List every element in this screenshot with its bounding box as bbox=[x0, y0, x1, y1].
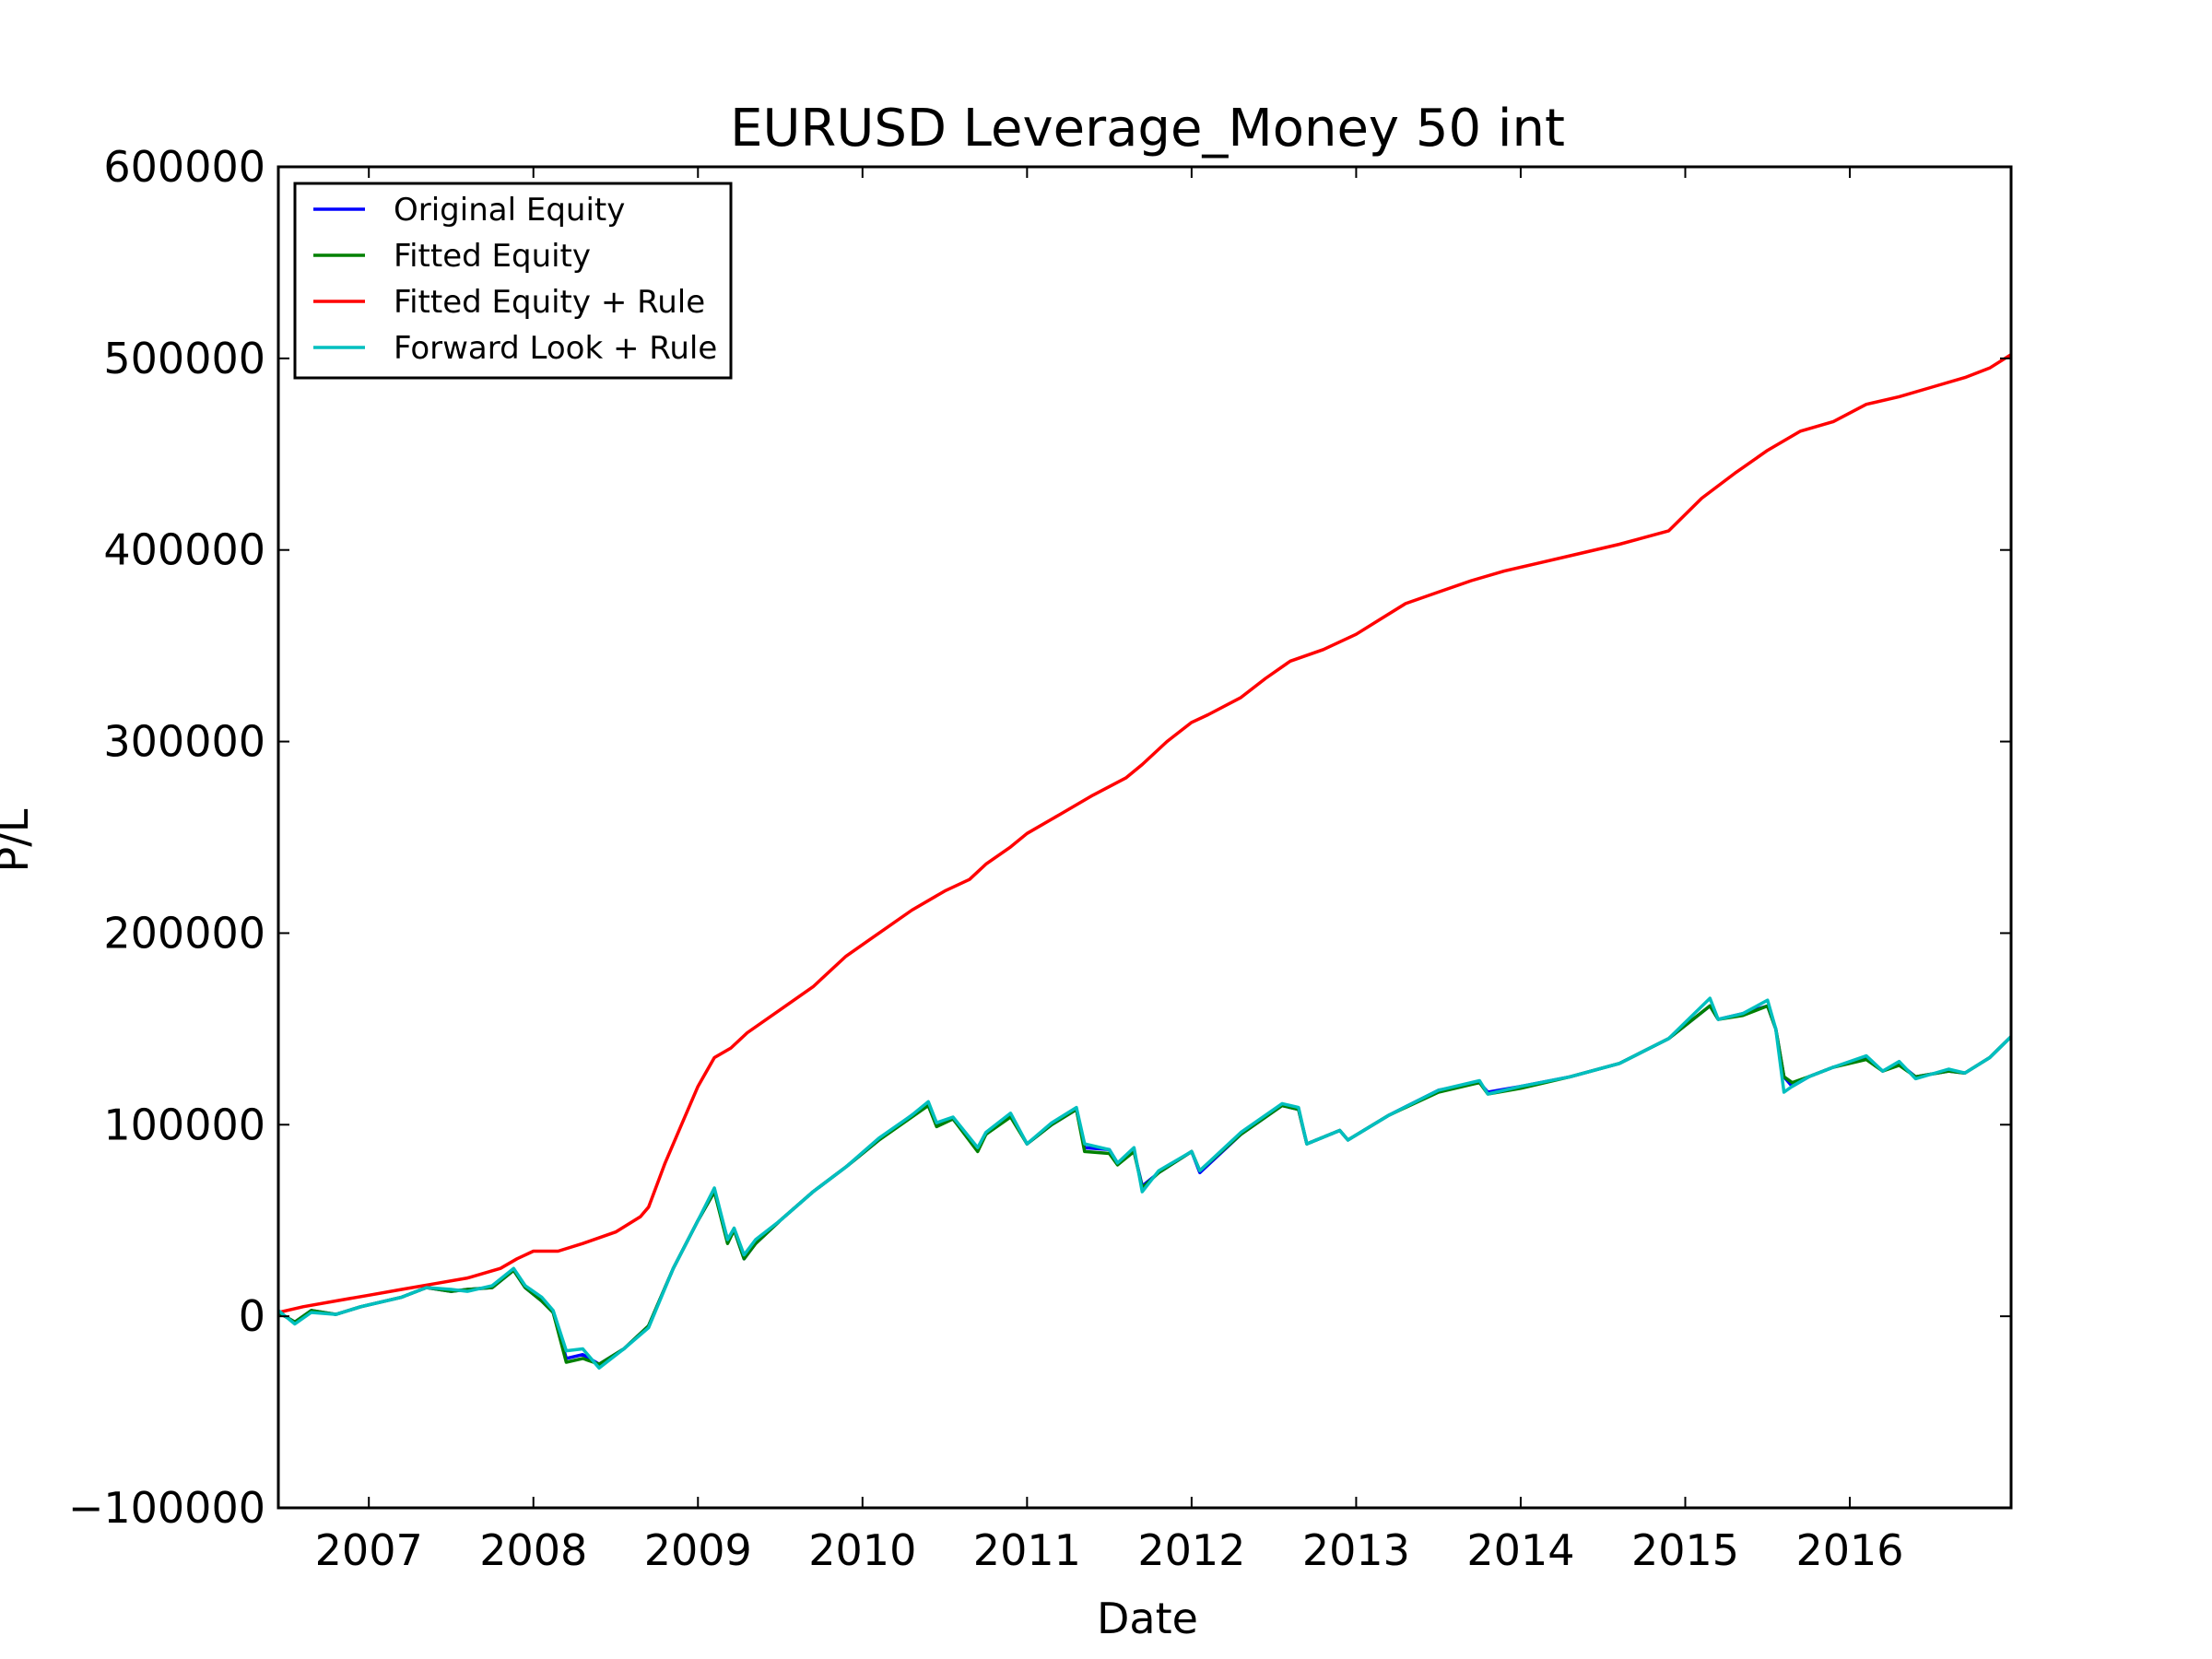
plot-axes bbox=[276, 165, 2013, 1510]
tick-labels: 2007 2008 2009 2010 2011 2012 2013 2014 2015 2016… bbox=[68, 142, 1904, 1575]
x-tick-label: 2009 bbox=[644, 1525, 752, 1575]
legend: Original Equity Fitted Equity Fitted Equit… bbox=[293, 182, 733, 380]
x-tick-label: 2011 bbox=[973, 1525, 1081, 1575]
legend-label: Forward Look + Rule bbox=[394, 330, 717, 367]
series-line-3 bbox=[278, 353, 2011, 1314]
x-tick-label: 2016 bbox=[1795, 1525, 1903, 1575]
y-tick-label: 600000 bbox=[103, 142, 265, 192]
chart-title: EURUSD Leverage_Money 50 int bbox=[730, 99, 1565, 159]
x-tick-label: 2008 bbox=[479, 1525, 587, 1575]
x-tick-label: 2014 bbox=[1466, 1525, 1574, 1575]
x-tick-label: 2007 bbox=[315, 1525, 423, 1575]
x-tick-label: 2012 bbox=[1137, 1525, 1245, 1575]
plot-frame bbox=[276, 165, 2013, 1510]
series-line-2 bbox=[278, 1004, 2011, 1366]
y-tick-label: 100000 bbox=[103, 1100, 265, 1149]
y-tick-label: 200000 bbox=[103, 908, 265, 958]
x-axis-label: Date bbox=[1097, 1594, 1198, 1643]
y-tick-label: −100000 bbox=[68, 1483, 265, 1533]
series-line-4 bbox=[278, 996, 2011, 1371]
x-tick-label: 2010 bbox=[808, 1525, 916, 1575]
legend-label: Fitted Equity bbox=[394, 238, 591, 275]
y-tick-label: 0 bbox=[239, 1291, 265, 1341]
legend-label: Fitted Equity + Rule bbox=[394, 284, 705, 321]
x-tick-label: 2013 bbox=[1302, 1525, 1410, 1575]
y-tick-label: 500000 bbox=[103, 334, 265, 383]
y-tick-label: 300000 bbox=[103, 717, 265, 767]
legend-label: Original Equity bbox=[394, 192, 625, 229]
y-axis-label: P/L bbox=[0, 808, 38, 872]
legend-box bbox=[293, 182, 733, 380]
plot-lines bbox=[278, 353, 2011, 1371]
y-tick-label: 400000 bbox=[103, 525, 265, 575]
x-tick-label: 2015 bbox=[1631, 1525, 1739, 1575]
